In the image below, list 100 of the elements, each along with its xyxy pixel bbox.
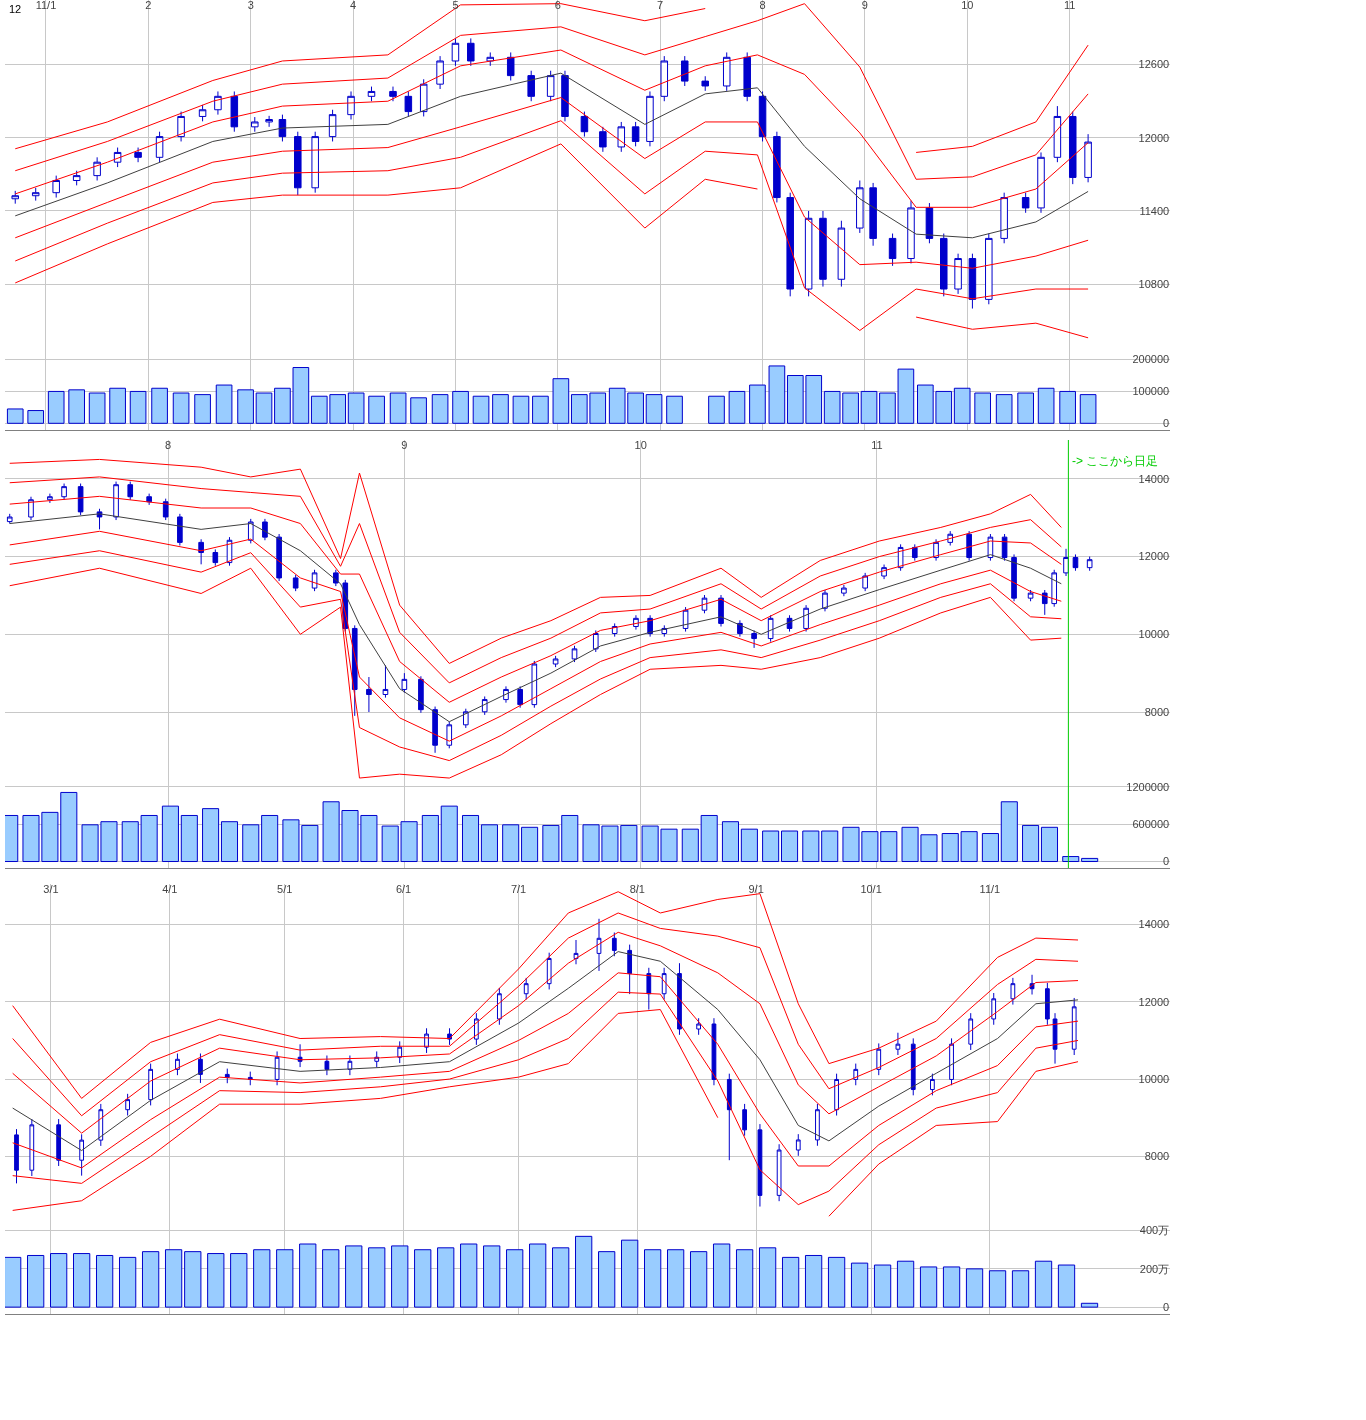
- candlestick: [869, 182, 877, 247]
- candlestick: [72, 170, 81, 186]
- bar: [172, 392, 190, 424]
- bar: [552, 1247, 570, 1308]
- x-tick-label: 9: [401, 438, 408, 451]
- bar: [414, 1249, 432, 1308]
- candlestick: [1037, 151, 1045, 214]
- y-tick-label: 14000: [1138, 472, 1170, 485]
- bar: [431, 394, 449, 424]
- candlestick: [148, 1063, 153, 1106]
- line-series: [14, 49, 1089, 208]
- candlestick: [382, 664, 389, 699]
- bar: [194, 394, 211, 424]
- y-tick-label: 12000: [1138, 995, 1170, 1008]
- candlestick: [324, 1055, 330, 1076]
- bar: [389, 392, 407, 424]
- candlestick: [617, 121, 626, 153]
- candlestick: [776, 1143, 782, 1202]
- candlestick: [531, 660, 538, 709]
- x-tick-label: 9: [861, 0, 868, 11]
- candlestick: [294, 131, 302, 196]
- candlestick: [404, 90, 413, 117]
- bar: [735, 1249, 754, 1308]
- bar: [512, 395, 530, 424]
- candlestick: [773, 131, 781, 203]
- candlestick: [795, 1133, 801, 1157]
- bar: [781, 1256, 800, 1308]
- line-series: [9, 476, 1062, 684]
- candlestick: [367, 86, 376, 102]
- candlestick: [177, 513, 183, 546]
- bar: [88, 392, 106, 424]
- bar: [261, 814, 279, 863]
- bar: [452, 390, 469, 424]
- x-tick-label: 5: [452, 0, 459, 11]
- candlestick: [77, 483, 84, 516]
- candlestick: [446, 721, 453, 749]
- bar: [781, 830, 799, 863]
- candlestick: [1072, 553, 1079, 572]
- y-tick-label: 8000: [1144, 705, 1170, 718]
- candlestick: [527, 70, 535, 102]
- candlestick: [496, 987, 502, 1026]
- ref-line-label: -> ここから日足: [1072, 454, 1159, 468]
- candlestick: [841, 584, 847, 597]
- line-series: [14, 72, 1089, 239]
- bar: [804, 1254, 823, 1308]
- candlestick: [1027, 589, 1034, 602]
- candlestick: [1052, 1012, 1058, 1065]
- candlestick: [573, 939, 579, 965]
- candlestick: [940, 233, 948, 297]
- x-tick-label: 11: [1063, 0, 1076, 11]
- candlestick: [804, 210, 813, 297]
- bar: [184, 1251, 202, 1308]
- candlestick: [751, 629, 757, 649]
- bar: [506, 1249, 524, 1308]
- candlestick: [954, 253, 962, 295]
- candlestick: [98, 1103, 104, 1147]
- y-tick-label: 14000: [1138, 918, 1170, 931]
- y-tick-label: 10000: [1138, 628, 1170, 641]
- bar: [253, 1249, 271, 1308]
- x-tick-label: 8/1: [629, 882, 645, 895]
- x-tick-label: 4/1: [162, 882, 178, 895]
- candlestick: [742, 1103, 747, 1137]
- y-tick-label: 11400: [1139, 204, 1170, 217]
- bar: [621, 1239, 639, 1308]
- candlestick: [61, 483, 67, 501]
- bar: [502, 824, 520, 863]
- x-tick-label: 11/1: [979, 882, 1001, 895]
- line-series: [9, 513, 1062, 723]
- bar: [73, 1253, 91, 1308]
- candlestick: [93, 156, 101, 181]
- candlestick: [418, 675, 424, 714]
- bar: [460, 1243, 478, 1308]
- candlestick: [682, 606, 689, 633]
- line-series: [9, 495, 1062, 703]
- candlestick: [711, 1017, 717, 1086]
- candlestick: [198, 104, 207, 122]
- y-tick-label: 0: [1163, 417, 1170, 430]
- candlestick: [79, 1133, 85, 1177]
- candlestick: [401, 672, 408, 694]
- bar: [666, 395, 683, 424]
- candlestick: [646, 90, 654, 147]
- candlestick: [1086, 556, 1093, 572]
- bar: [1000, 801, 1018, 863]
- candlestick: [1001, 533, 1008, 562]
- candlestick: [1021, 192, 1030, 214]
- bar: [529, 1243, 547, 1308]
- candlestick: [506, 51, 515, 81]
- candlestick: [767, 614, 774, 643]
- bar: [276, 1249, 294, 1308]
- y-tick-label: 200万: [1139, 1262, 1170, 1275]
- bar: [1059, 390, 1076, 424]
- y-tick-label: 12600: [1138, 58, 1170, 71]
- candlestick: [1051, 569, 1058, 608]
- bar: [667, 1249, 685, 1308]
- bar: [1017, 392, 1034, 424]
- candlestick: [722, 51, 731, 92]
- bar: [1057, 1264, 1076, 1308]
- candlestick: [930, 1073, 935, 1096]
- candlestick: [853, 1063, 859, 1086]
- bar: [712, 1243, 731, 1308]
